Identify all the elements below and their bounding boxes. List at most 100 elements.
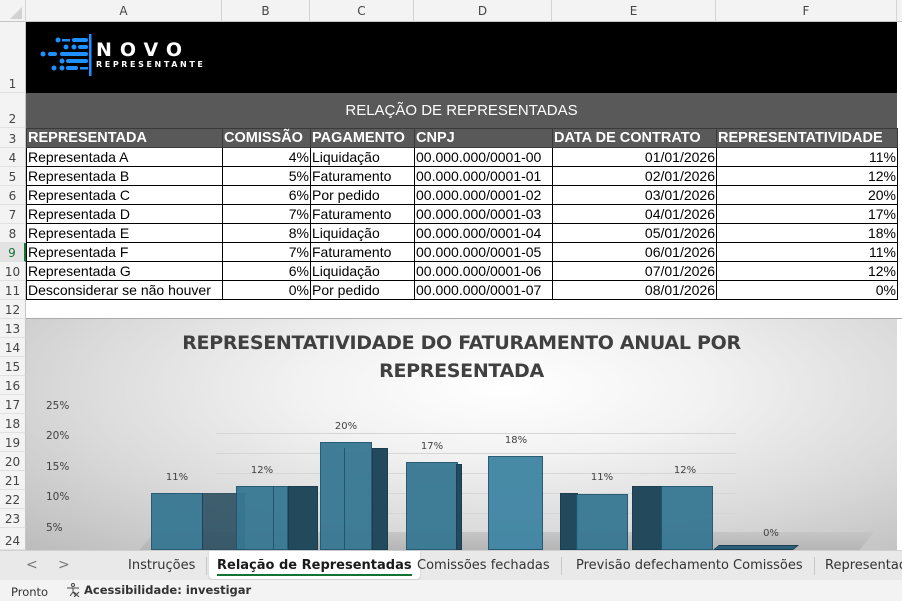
cell-pagamento[interactable]: Liquidação: [310, 147, 415, 167]
column-header-a[interactable]: A: [26, 0, 222, 22]
cell-data-contrato[interactable]: 02/01/2026: [552, 166, 717, 186]
cell-pagamento[interactable]: Liquidação: [310, 223, 415, 243]
cell-representada[interactable]: Representada E: [26, 223, 223, 243]
cell-pagamento[interactable]: Por pedido: [310, 280, 415, 300]
cell-representatividade[interactable]: 17%: [716, 204, 898, 224]
bar-representada-f[interactable]: [560, 492, 628, 550]
cell-representada[interactable]: Representada D: [26, 204, 223, 224]
cell-representada[interactable]: Representada B: [26, 166, 223, 186]
cell-pagamento[interactable]: Liquidação: [310, 261, 415, 281]
cell-data-contrato[interactable]: 08/01/2026: [552, 280, 717, 300]
row-header[interactable]: 12: [0, 300, 26, 319]
tab-relacao-representadas[interactable]: Relação de Representadas: [209, 551, 420, 579]
cell-cnpj[interactable]: 00.000.000/0001-05: [414, 242, 553, 262]
cell-comissao[interactable]: 4%: [222, 147, 311, 167]
cell-data-contrato[interactable]: 05/01/2026: [552, 223, 717, 243]
bar-representada-d[interactable]: [406, 462, 462, 550]
cell-representada[interactable]: Representada C: [26, 185, 223, 205]
row-header[interactable]: 24: [0, 528, 26, 550]
cell-representatividade[interactable]: 0%: [716, 280, 898, 300]
row-header[interactable]: 10: [0, 262, 26, 281]
tab-instrucoes[interactable]: Instruções: [128, 551, 208, 581]
header-data-contrato[interactable]: DATA DE CONTRATO: [552, 128, 717, 148]
row-header[interactable]: 19: [0, 433, 26, 452]
cell-representatividade[interactable]: 12%: [716, 166, 898, 186]
accessibility-status[interactable]: Acessibilidade: investigar: [66, 583, 251, 597]
cell-representada[interactable]: Desconsiderar se não houver: [26, 280, 223, 300]
cell-pagamento[interactable]: Faturamento: [310, 166, 415, 186]
row-header[interactable]: 5: [0, 167, 26, 186]
row-header[interactable]: 6: [0, 186, 26, 205]
cell-data-contrato[interactable]: 01/01/2026: [552, 147, 717, 167]
select-all-button[interactable]: [0, 0, 26, 22]
cell-comissao[interactable]: 5%: [222, 166, 311, 186]
bar-representada-a[interactable]: [151, 492, 246, 550]
row-header-selected[interactable]: 9: [0, 243, 26, 262]
cell-representatividade[interactable]: 20%: [716, 185, 898, 205]
cell-representada[interactable]: Representada F: [26, 242, 223, 262]
row-header[interactable]: 1: [0, 22, 26, 93]
cell-data-contrato[interactable]: 07/01/2026: [552, 261, 717, 281]
row-header[interactable]: 15: [0, 357, 26, 376]
tab-prev-button[interactable]: <: [26, 557, 38, 573]
cell-representada[interactable]: Representada A: [26, 147, 223, 167]
bar-representada-b[interactable]: [236, 486, 318, 550]
cell-cnpj[interactable]: 00.000.000/0001-04: [414, 223, 553, 243]
cell-pagamento[interactable]: Faturamento: [310, 204, 415, 224]
header-representada[interactable]: REPRESENTADA: [26, 128, 223, 148]
column-header-f[interactable]: F: [716, 0, 897, 22]
row-header[interactable]: 8: [0, 224, 26, 243]
row-header[interactable]: 2: [0, 93, 26, 128]
row-header[interactable]: 20: [0, 452, 26, 471]
cell-cnpj[interactable]: 00.000.000/0001-01: [414, 166, 553, 186]
cell-comissao[interactable]: 0%: [222, 280, 311, 300]
row-header[interactable]: 22: [0, 490, 26, 509]
header-pagamento[interactable]: PAGAMENTO: [310, 128, 415, 148]
row-header[interactable]: 3: [0, 128, 26, 148]
cell-representatividade[interactable]: 11%: [716, 147, 898, 167]
cell-comissao[interactable]: 7%: [222, 204, 311, 224]
column-header-c[interactable]: C: [310, 0, 414, 22]
cell-representatividade[interactable]: 11%: [716, 242, 898, 262]
cell-cnpj[interactable]: 00.000.000/0001-02: [414, 185, 553, 205]
column-header-d[interactable]: D: [414, 0, 552, 22]
row-header[interactable]: 16: [0, 376, 26, 395]
column-header-b[interactable]: B: [222, 0, 310, 22]
row-header[interactable]: 17: [0, 395, 26, 414]
bar-representada-c[interactable]: [320, 442, 388, 550]
cell-comissao[interactable]: 6%: [222, 261, 311, 281]
cell-comissao[interactable]: 8%: [222, 223, 311, 243]
cell-representada[interactable]: Representada G: [26, 261, 223, 281]
cell-data-contrato[interactable]: 06/01/2026: [552, 242, 717, 262]
cell-comissao[interactable]: 6%: [222, 185, 311, 205]
cell-representatividade[interactable]: 18%: [716, 223, 898, 243]
cell-data-contrato[interactable]: 03/01/2026: [552, 185, 717, 205]
header-representatividade[interactable]: REPRESENTATIVIDADE: [716, 128, 898, 148]
row-header[interactable]: 18: [0, 414, 26, 433]
bar-representada-g[interactable]: [632, 486, 713, 550]
cell-cnpj[interactable]: 00.000.000/0001-06: [414, 261, 553, 281]
row-header[interactable]: 14: [0, 338, 26, 357]
cell-data-contrato[interactable]: 04/01/2026: [552, 204, 717, 224]
cell-cnpj[interactable]: 00.000.000/0001-07: [414, 280, 553, 300]
cell-representatividade[interactable]: 12%: [716, 261, 898, 281]
tab-previsao-fechamento[interactable]: Previsão defechamento Comissões: [576, 551, 815, 581]
cell-comissao[interactable]: 7%: [222, 242, 311, 262]
row-header[interactable]: 23: [0, 509, 26, 528]
cell-cnpj[interactable]: 00.000.000/0001-00: [414, 147, 553, 167]
row-header[interactable]: 13: [0, 319, 26, 338]
cell-pagamento[interactable]: Faturamento: [310, 242, 415, 262]
bar-representada-e[interactable]: [488, 456, 544, 550]
tab-comissoes-fechadas[interactable]: Comissões fechadas: [417, 551, 562, 581]
row-header[interactable]: 11: [0, 281, 26, 300]
row-header[interactable]: 7: [0, 205, 26, 224]
cell-pagamento[interactable]: Por pedido: [310, 185, 415, 205]
column-header-e[interactable]: E: [552, 0, 716, 22]
row-header[interactable]: 21: [0, 471, 26, 490]
header-cnpj[interactable]: CNPJ: [414, 128, 553, 148]
cell-cnpj[interactable]: 00.000.000/0001-03: [414, 204, 553, 224]
tab-representadas-more[interactable]: Representad: [825, 558, 902, 573]
tab-next-button[interactable]: >: [58, 557, 70, 573]
header-comissao[interactable]: COMISSÃO: [222, 128, 311, 148]
representatividade-chart[interactable]: REPRESENTATIVIDADE DO FATURAMENTO ANUAL …: [26, 319, 897, 550]
